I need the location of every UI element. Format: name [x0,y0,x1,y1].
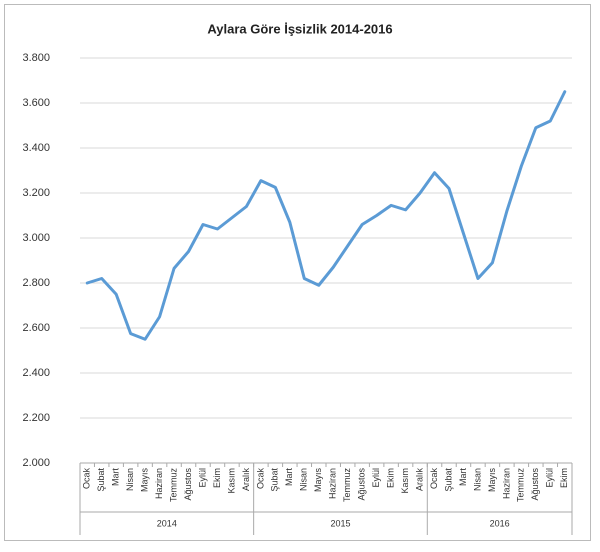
x-tick-label: Şubat [270,468,280,492]
x-tick-label: Ocak [255,468,265,490]
y-tick-label: 3.800 [22,52,50,64]
x-tick-label: Mayıs [139,468,149,493]
y-tick-label: 3.000 [22,232,50,244]
group-label: 2016 [490,518,510,528]
chart-title: Aylara Göre İşsizlik 2014-2016 [207,21,392,36]
x-tick-label: Ocak [82,468,92,490]
x-tick-label: Temmuz [168,468,178,503]
x-tick-label: Aralık [241,468,251,492]
x-tick-label: Nisan [299,468,309,491]
x-tick-label: Haziran [154,468,164,499]
y-tick-label: 3.400 [22,142,50,154]
y-tick-label: 3.600 [22,97,50,109]
x-tick-label: Eylül [545,468,555,488]
x-tick-label: Ağustos [357,468,367,501]
x-tick-label: Nisan [472,468,482,491]
x-tick-label: Mart [111,468,121,486]
x-tick-label: Ekim [559,468,569,488]
x-tick-label: Ekim [385,468,395,488]
chart-border [4,4,591,541]
x-tick-label: Ekim [212,468,222,488]
group-label: 2015 [330,518,350,528]
x-tick-label: Eylül [371,468,381,488]
y-tick-label: 2.000 [22,457,50,469]
x-tick-label: Haziran [328,468,338,499]
x-tick-label: Mart [284,468,294,486]
x-tick-label: Temmuz [516,468,526,503]
x-tick-label: Şubat [96,468,106,492]
x-tick-label: Şubat [443,468,453,492]
x-tick-label: Ağustos [183,468,193,501]
x-tick-label: Ocak [429,468,439,490]
x-tick-label: Haziran [501,468,511,499]
y-tick-label: 2.200 [22,412,50,424]
y-tick-label: 2.800 [22,277,50,289]
x-tick-label: Kasım [226,468,236,494]
x-tick-label: Nisan [125,468,135,491]
x-tick-label: Temmuz [342,468,352,503]
line [85,90,567,341]
x-tick-label: Mayıs [313,468,323,493]
group-label: 2014 [157,518,177,528]
y-tick-label: 3.200 [22,187,50,199]
y-tick-label: 2.600 [22,322,50,334]
x-tick-label: Eylül [197,468,207,488]
x-tick-label: Mayıs [487,468,497,493]
x-tick-label: Aralık [414,468,424,492]
x-tick-label: Ağustos [530,468,540,501]
y-tick-label: 2.400 [22,367,50,379]
x-tick-label: Kasım [400,468,410,494]
x-tick-label: Mart [458,468,468,486]
